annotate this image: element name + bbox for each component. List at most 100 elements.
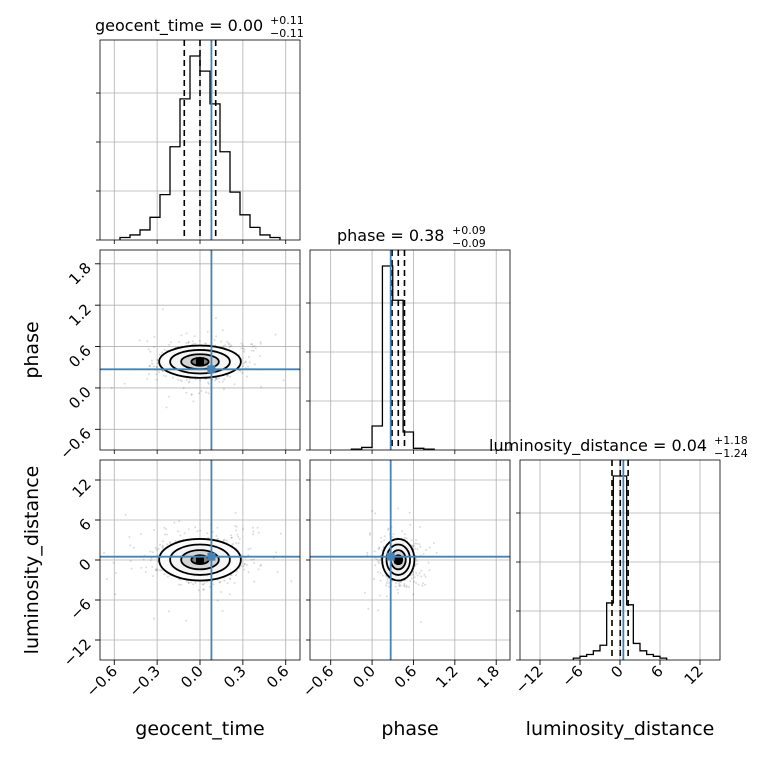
scatter-point [153, 529, 156, 531]
scatter-point [416, 562, 419, 565]
scatter-point [397, 592, 400, 594]
title-luminosity-distance: luminosity_distance = 0.04 +1.18 −1.24 [489, 434, 748, 460]
scatter-point [418, 543, 421, 546]
scatter-point [227, 342, 230, 345]
scatter-point [257, 531, 260, 534]
scatter-point [207, 381, 210, 384]
scatter-point [165, 406, 168, 409]
scatter-point [242, 365, 244, 368]
scatter-point [142, 558, 145, 561]
scatter-point [378, 594, 381, 597]
scatter-point [403, 585, 406, 588]
scatter-point [398, 585, 401, 588]
scatter-point [252, 533, 255, 536]
scatter-point [187, 381, 190, 384]
scatter-point [165, 375, 167, 378]
scatter-point [129, 560, 132, 562]
scatter-point [222, 345, 225, 347]
scatter-point [413, 580, 416, 583]
scatter-point [230, 536, 233, 539]
scatter-point [251, 345, 254, 348]
scatter-point [229, 375, 232, 378]
scatter-point [219, 580, 222, 583]
scatter-point [243, 562, 246, 565]
scatter-point [250, 558, 253, 561]
scatter-point [185, 391, 188, 394]
scatter-point [223, 579, 226, 582]
truth-marker [207, 552, 216, 561]
scatter-point [221, 329, 224, 332]
svg-text:−0.11: −0.11 [270, 27, 304, 40]
scatter-point [259, 354, 262, 357]
scatter-point [378, 547, 381, 550]
scatter-point [421, 584, 424, 587]
scatter-point [385, 595, 388, 598]
scatter-point [423, 573, 426, 576]
scatter-point [252, 526, 254, 529]
scatter-point [230, 574, 233, 577]
scatter-point [228, 593, 231, 596]
scatter-point [374, 564, 377, 567]
scatter-point [162, 374, 165, 377]
scatter-point [383, 539, 386, 542]
scatter-point [128, 536, 131, 538]
scatter-point [378, 562, 381, 564]
scatter-point [216, 378, 219, 380]
scatter-point [381, 549, 383, 552]
scatter-point [146, 340, 149, 343]
scatter-point [174, 540, 177, 542]
scatter-point [194, 582, 197, 584]
scatter-point [382, 545, 385, 548]
scatter-point [204, 342, 207, 345]
scatter-point [369, 532, 372, 535]
scatter-point [377, 560, 379, 563]
scatter-point [222, 388, 225, 391]
scatter-point [408, 511, 411, 514]
scatter-point [252, 558, 255, 561]
xlabel-phase: phase [381, 718, 438, 740]
scatter-point [185, 379, 188, 381]
scatter-point [208, 585, 211, 588]
scatter-point [239, 370, 242, 372]
scatter-point [276, 570, 279, 573]
scatter-point [183, 532, 186, 535]
scatter-point [246, 375, 248, 378]
scatter-point [156, 359, 159, 362]
scatter-point [230, 534, 232, 537]
scatter-point [202, 588, 205, 591]
scatter-point [218, 581, 221, 584]
scatter-point [254, 347, 257, 350]
scatter-point [385, 582, 388, 585]
scatter-point [216, 526, 219, 529]
scatter-point [237, 535, 240, 538]
scatter-point [178, 340, 180, 343]
scatter-point [129, 544, 132, 547]
scatter-point [192, 400, 195, 403]
scatter-point [151, 362, 154, 365]
scatter-point [169, 341, 172, 344]
scatter-point [206, 532, 209, 535]
scatter-point [156, 569, 159, 572]
scatter-point [199, 379, 202, 382]
scatter-point [240, 342, 243, 345]
scatter-point [155, 548, 158, 551]
scatter-point [215, 377, 218, 380]
scatter-point [162, 370, 164, 373]
frame-layer [96, 39, 721, 661]
scatter-point [224, 344, 227, 347]
scatter-point [242, 347, 245, 350]
scatter-point [247, 571, 250, 574]
scatter-point [416, 574, 419, 577]
scatter-point [158, 371, 161, 374]
truth-layer [100, 40, 625, 660]
truth-marker [207, 365, 216, 374]
scatter-point [149, 365, 151, 368]
scatter-point [251, 343, 254, 346]
scatter-point [377, 609, 380, 612]
scatter-point [187, 341, 190, 344]
scatter-point [198, 340, 201, 342]
scatter-point [165, 528, 168, 530]
scatter-point [218, 377, 220, 380]
scatter-point [124, 513, 127, 516]
scatter-point [168, 610, 170, 613]
